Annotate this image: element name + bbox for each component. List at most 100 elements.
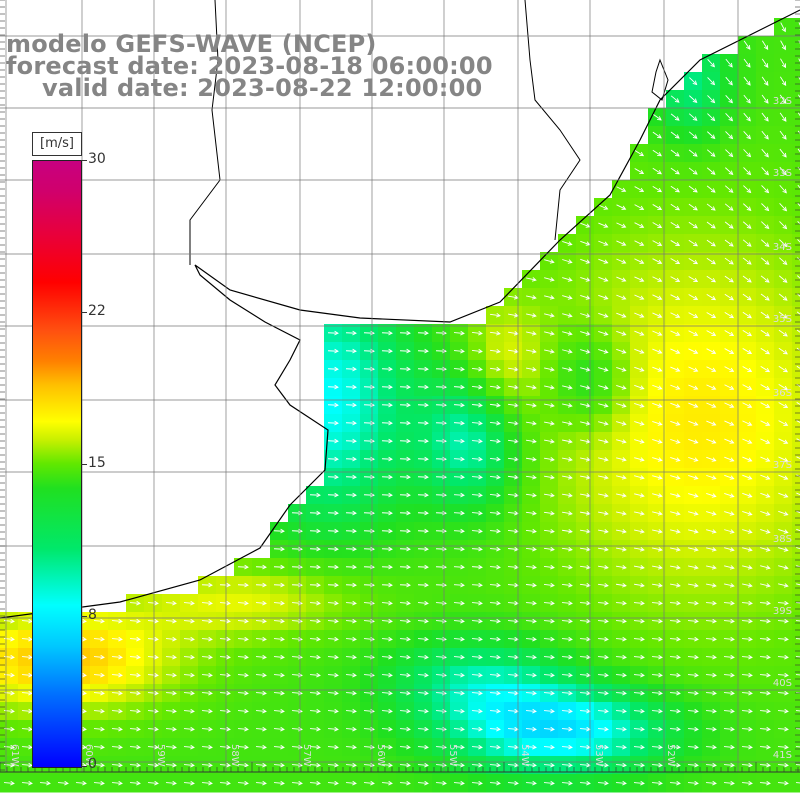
wind-arrow [615,547,627,552]
wind-arrow [526,385,537,390]
wind-arrow [651,654,663,660]
wind-arrow [652,420,663,426]
wind-arrow [778,510,789,516]
wind-arrow [616,511,627,516]
wind-arrow [798,76,800,84]
wind-arrow [21,672,33,678]
wind-arrow [543,492,555,498]
wind-arrow [544,421,555,426]
wind-arrow [633,600,645,606]
wind-arrow [489,744,501,750]
wind-arrow [759,600,771,606]
wind-arrow [399,438,411,444]
wind-arrow [634,150,645,157]
wind-arrow [381,438,393,444]
wind-arrow [526,313,537,318]
wind-arrow [273,618,285,624]
wind-cell [792,738,800,757]
wind-arrow [652,439,663,444]
longitude-label: 60W [83,744,94,767]
wind-arrow [93,654,105,660]
wind-arrow [615,654,627,660]
wind-arrow [183,636,195,642]
wind-arrow [237,672,249,678]
wind-cell [792,396,800,415]
wind-arrow [760,583,771,588]
wind-arrow [399,546,411,552]
wind-arrow [795,638,800,640]
colorbar-tick-label: 0 [88,756,97,772]
wind-arrow [741,654,753,660]
wind-arrow [706,330,717,336]
wind-arrow [381,636,393,642]
wind-arrow [399,510,411,516]
wind-arrow [760,311,770,319]
wind-arrow [273,708,285,714]
wind-arrow [706,493,717,498]
wind-arrow [417,618,429,624]
wind-arrow [670,438,681,444]
wind-arrow [471,492,483,498]
wind-arrow [723,654,735,660]
wind-arrow [399,600,411,606]
wind-arrow [652,493,663,498]
wind-arrow [616,312,627,318]
wind-arrow [670,384,681,390]
latitude-label: 38S [773,534,792,545]
wind-arrow [670,149,680,157]
wind-arrow [309,690,321,696]
wind-arrow [345,600,357,606]
wind-arrow [129,762,141,768]
wind-arrow [780,58,787,69]
wind-arrow [597,547,609,552]
wind-arrow [201,600,213,606]
wind-arrow [183,672,195,678]
wind-arrow [327,366,339,372]
wind-arrow [273,654,285,660]
wind-arrow [129,708,141,714]
wind-arrow [525,546,537,552]
wind-arrow [471,654,483,660]
wind-arrow [742,257,752,265]
wind-arrow [561,744,573,750]
wind-arrow [669,672,681,678]
wind-arrow [634,511,645,516]
wind-arrow [688,185,698,193]
wind-arrow [399,582,411,588]
wind-arrow [93,690,105,696]
wind-arrow [381,546,393,552]
wind-arrow [760,347,771,355]
wind-arrow [327,348,339,354]
wind-arrow [761,76,769,86]
wind-arrow [345,402,357,408]
wind-cell [792,162,800,181]
wind-arrow [525,492,537,498]
wind-arrow [742,547,753,552]
wind-arrow [724,275,734,283]
wind-arrow [237,600,249,606]
wind-arrow [219,708,231,714]
wind-arrow [417,654,429,660]
wind-arrow [652,185,663,193]
wind-arrow [327,636,339,642]
wind-arrow [724,348,735,354]
wind-arrow [453,564,465,570]
longitude-label: 58W [229,744,240,767]
wind-arrow [183,744,195,750]
wind-arrow [598,276,609,282]
wind-arrow [525,780,537,786]
wind-arrow [544,277,555,282]
wind-arrow [381,672,393,678]
wind-cell [792,468,800,487]
wind-arrow [327,564,339,570]
wind-arrow [93,636,105,642]
wind-arrow [237,708,249,714]
wind-arrow [706,275,717,283]
wind-arrow [579,780,591,786]
wind-arrow [779,112,787,122]
wind-arrow [634,168,645,174]
wind-arrow [471,780,483,786]
wind-arrow [795,764,800,766]
wind-arrow [417,780,429,786]
wind-arrow [525,600,537,606]
